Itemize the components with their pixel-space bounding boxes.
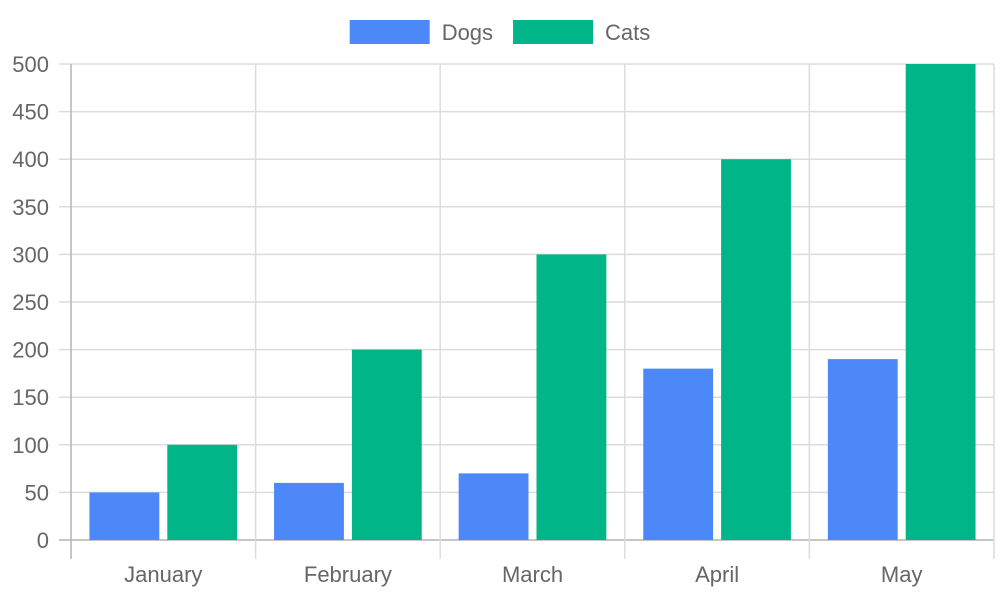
x-tick-label: March	[502, 562, 563, 587]
bars	[89, 64, 976, 540]
bar-cats-february	[351, 349, 422, 540]
bar-cats-april	[721, 159, 791, 540]
y-tick-label: 400	[12, 147, 49, 172]
x-tick-label: April	[695, 562, 739, 587]
y-tick-label: 450	[12, 100, 49, 125]
y-tick-label: 250	[12, 290, 49, 315]
grid-lines	[59, 63, 995, 559]
y-tick-label: 0	[37, 528, 49, 553]
legend-label-dogs: Dogs	[442, 20, 493, 45]
bar-dogs-february	[274, 482, 344, 540]
bar-cats-january	[167, 444, 238, 540]
legend: Dogs Cats	[349, 20, 650, 45]
y-tick-label: 50	[25, 480, 49, 505]
bar-dogs-march	[458, 473, 529, 540]
y-tick-label: 200	[12, 338, 49, 363]
legend-swatch-cats	[513, 20, 594, 44]
y-tick-label: 300	[12, 242, 49, 267]
y-tick-label: 100	[12, 433, 49, 458]
y-tick-label: 150	[12, 385, 49, 410]
bar-dogs-may	[827, 359, 898, 540]
legend-label-cats: Cats	[605, 20, 650, 45]
y-tick-label: 350	[12, 195, 49, 220]
bar-dogs-april	[643, 368, 714, 540]
legend-swatch-dogs	[349, 20, 430, 44]
x-tick-label: May	[881, 562, 923, 587]
bar-dogs-january	[89, 492, 160, 540]
bar-cats-march	[536, 254, 607, 540]
y-tick-label: 500	[12, 52, 49, 77]
bar-cats-may	[905, 64, 976, 540]
x-tick-label: February	[304, 562, 392, 587]
tick-labels: 0 50 100 150 200 250 300 350 400 450 500 January Feb…	[12, 52, 922, 587]
x-tick-label: January	[124, 562, 202, 587]
